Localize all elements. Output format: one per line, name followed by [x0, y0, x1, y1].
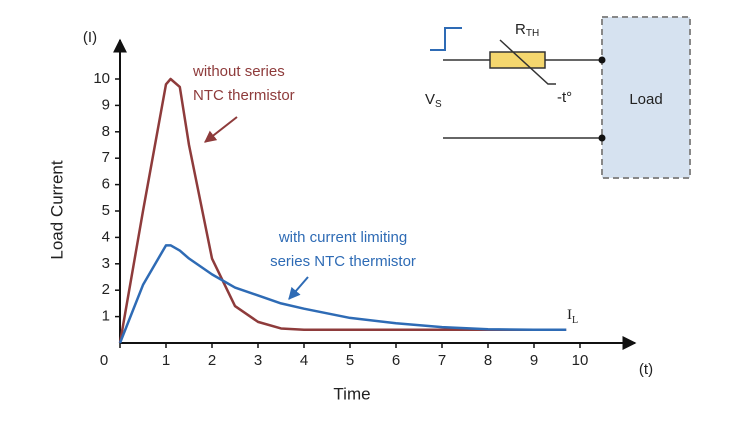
x-unit: (t)	[639, 361, 653, 378]
y-tick-label: 7	[102, 149, 110, 166]
resistor-main: R	[515, 21, 526, 38]
y-unit: (I)	[83, 29, 97, 46]
x-tick-label: 10	[572, 352, 589, 369]
y-tick-label: 2	[102, 281, 110, 298]
annotation: with current limiting	[278, 229, 407, 246]
il-label: IL	[567, 307, 578, 326]
y-tick-label: 9	[102, 96, 110, 113]
y-tick-label: 4	[102, 228, 110, 245]
annotation: series NTC thermistor	[270, 253, 416, 270]
series-line	[118, 244, 567, 344]
step-symbol	[430, 27, 462, 51]
annotation-arrow	[288, 276, 309, 300]
node	[598, 56, 606, 64]
x-axis-label: Time	[333, 384, 370, 403]
circuit: Load RTH -t° VS	[425, 16, 691, 179]
x-tick-label: 8	[484, 352, 492, 369]
x-tick-label: 0	[100, 352, 108, 369]
x-tick-label: 1	[162, 352, 170, 369]
resistor-sub: TH	[526, 28, 539, 39]
y-tick-label: 1	[102, 308, 110, 325]
node	[598, 134, 606, 142]
thermistor	[489, 51, 546, 69]
y-tick-label: 6	[102, 176, 110, 193]
x-tick-label: 9	[530, 352, 538, 369]
annotation-arrow	[204, 116, 238, 143]
series-line	[118, 77, 567, 344]
y-axis-label: Load Current	[47, 160, 66, 260]
x-tick-label: 4	[300, 352, 308, 369]
annotation: NTC thermistor	[193, 87, 295, 104]
load-label: Load	[629, 91, 662, 108]
x-tick-label: 3	[254, 352, 262, 369]
il-sub: L	[572, 315, 578, 326]
il-main: I	[567, 307, 572, 323]
x-tick-label: 7	[438, 352, 446, 369]
temp-label: -t°	[557, 89, 572, 106]
y-tick-label: 5	[102, 202, 110, 219]
thermistor-slash	[499, 39, 556, 85]
source-label: VS	[425, 91, 442, 110]
x-tick-label: 2	[208, 352, 216, 369]
y-tick-label: 8	[102, 123, 110, 140]
x-tick-label: 6	[392, 352, 400, 369]
source-sub: S	[435, 99, 442, 110]
annotation: without series	[192, 63, 285, 80]
y-tick-label: 3	[102, 255, 110, 272]
x-tick-label: 5	[346, 352, 354, 369]
source-main: V	[425, 91, 435, 108]
y-tick-label: 10	[93, 70, 110, 87]
load-box	[601, 16, 691, 179]
resistor-label: RTH	[515, 21, 539, 39]
